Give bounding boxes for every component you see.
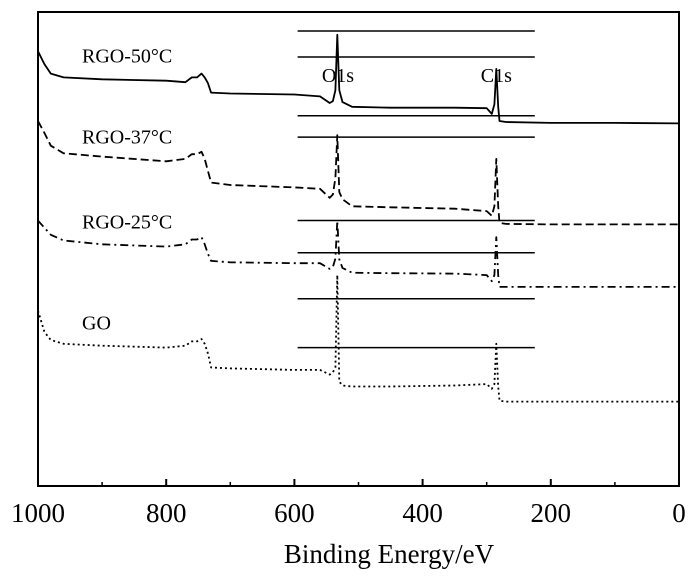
- series-line-1: [37, 120, 679, 226]
- x-tick-label: 1000: [11, 498, 65, 528]
- series-line-3: [37, 274, 679, 403]
- series-line-0: [37, 33, 680, 125]
- x-axis-label: Binding Energy/eV: [284, 539, 495, 569]
- labels-layer: RGO-50°C RGO-37°C RGO-25°C GO O1s C1s: [82, 46, 512, 335]
- series-line-2: [37, 219, 679, 288]
- plot-border: [37, 11, 680, 487]
- x-axis: 1000 800 600 400 200 0: [11, 479, 686, 528]
- peak-annotation: O1s: [322, 65, 354, 87]
- series-label: RGO-25°C: [82, 212, 172, 234]
- x-tick-label: 200: [531, 498, 572, 528]
- plot-frame: [37, 11, 680, 487]
- peak-annotation: C1s: [481, 65, 512, 87]
- series-label: RGO-37°C: [82, 126, 172, 148]
- series-label: GO: [82, 313, 111, 335]
- series-layer: [37, 33, 680, 403]
- x-tick-label: 400: [402, 498, 443, 528]
- x-tick-label: 600: [274, 498, 315, 528]
- series-label: RGO-50°C: [82, 46, 172, 68]
- x-tick-label: 0: [672, 498, 686, 528]
- x-tick-label: 800: [146, 498, 187, 528]
